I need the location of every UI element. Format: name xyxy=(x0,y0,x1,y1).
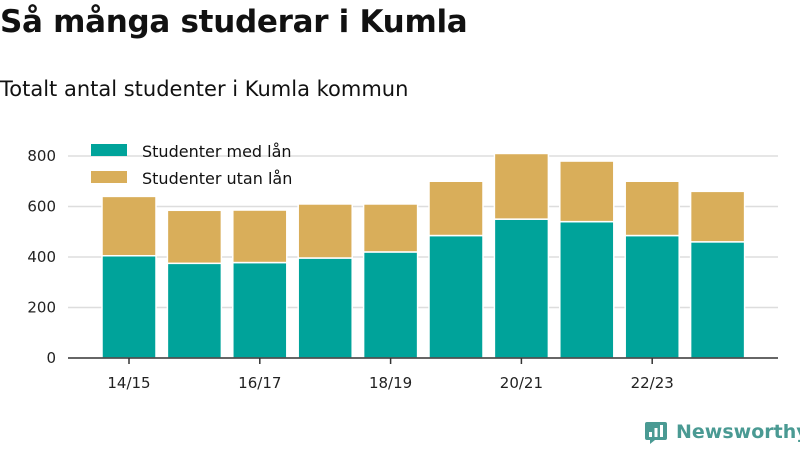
legend-label-with-loan: Studenter med lån xyxy=(142,142,292,161)
bar-segment-without-loan xyxy=(166,209,223,265)
bar-segment-without-loan xyxy=(624,180,680,237)
newsworthy-brand: Newsworthy xyxy=(644,420,800,444)
bar-segment-without-loan xyxy=(101,195,157,257)
bar-segment-without-loan xyxy=(297,203,353,259)
x-tick-label: 14/15 xyxy=(107,374,150,392)
newsworthy-logo-icon xyxy=(645,422,667,444)
legend-label-without-loan: Studenter utan lån xyxy=(142,169,292,188)
bar-segment-without-loan xyxy=(689,190,746,243)
bar-segment-with-loan xyxy=(166,262,223,359)
bar-segment-with-loan xyxy=(689,241,746,359)
chart-subtitle: Totalt antal studenter i Kumla kommun xyxy=(0,77,409,101)
y-tick-label: 400 xyxy=(27,248,56,266)
legend-swatch-with-loan xyxy=(91,144,127,156)
x-tick-label: 22/23 xyxy=(631,374,674,392)
bar-segment-with-loan xyxy=(362,251,419,359)
bar-segment-with-loan xyxy=(297,257,353,359)
chart-title: Så många studerar i Kumla xyxy=(0,4,468,40)
x-tick-label: 16/17 xyxy=(238,374,281,392)
x-tick-label: 20/21 xyxy=(500,374,543,392)
y-tick-label: 800 xyxy=(27,147,56,165)
bar-segment-without-loan xyxy=(428,180,484,237)
legend-swatch-without-loan xyxy=(91,171,127,183)
bar-segment-with-loan xyxy=(559,220,615,359)
bar-segment-with-loan xyxy=(232,261,288,359)
y-tick-label: 0 xyxy=(46,349,56,367)
axes: 0 200 400 600 800 14/15 16/17 18/19 20/21 22/23 xyxy=(27,147,778,392)
legend: Studenter med lån Studenter utan lån xyxy=(91,142,292,188)
bar-segment-without-loan xyxy=(362,203,419,253)
bar-segment-without-loan xyxy=(559,160,615,223)
bar-segment-with-loan xyxy=(428,234,484,359)
bar-segment-without-loan xyxy=(232,209,288,264)
brand-name: Newsworthy xyxy=(676,421,800,443)
bar-segment-with-loan xyxy=(101,254,157,359)
x-tick-label: 18/19 xyxy=(369,374,412,392)
y-tick-label: 200 xyxy=(27,299,56,317)
bar-segment-with-loan xyxy=(493,218,550,359)
bar-segment-without-loan xyxy=(493,152,550,220)
y-tick-label: 600 xyxy=(27,198,56,216)
bar-segment-with-loan xyxy=(624,234,680,359)
